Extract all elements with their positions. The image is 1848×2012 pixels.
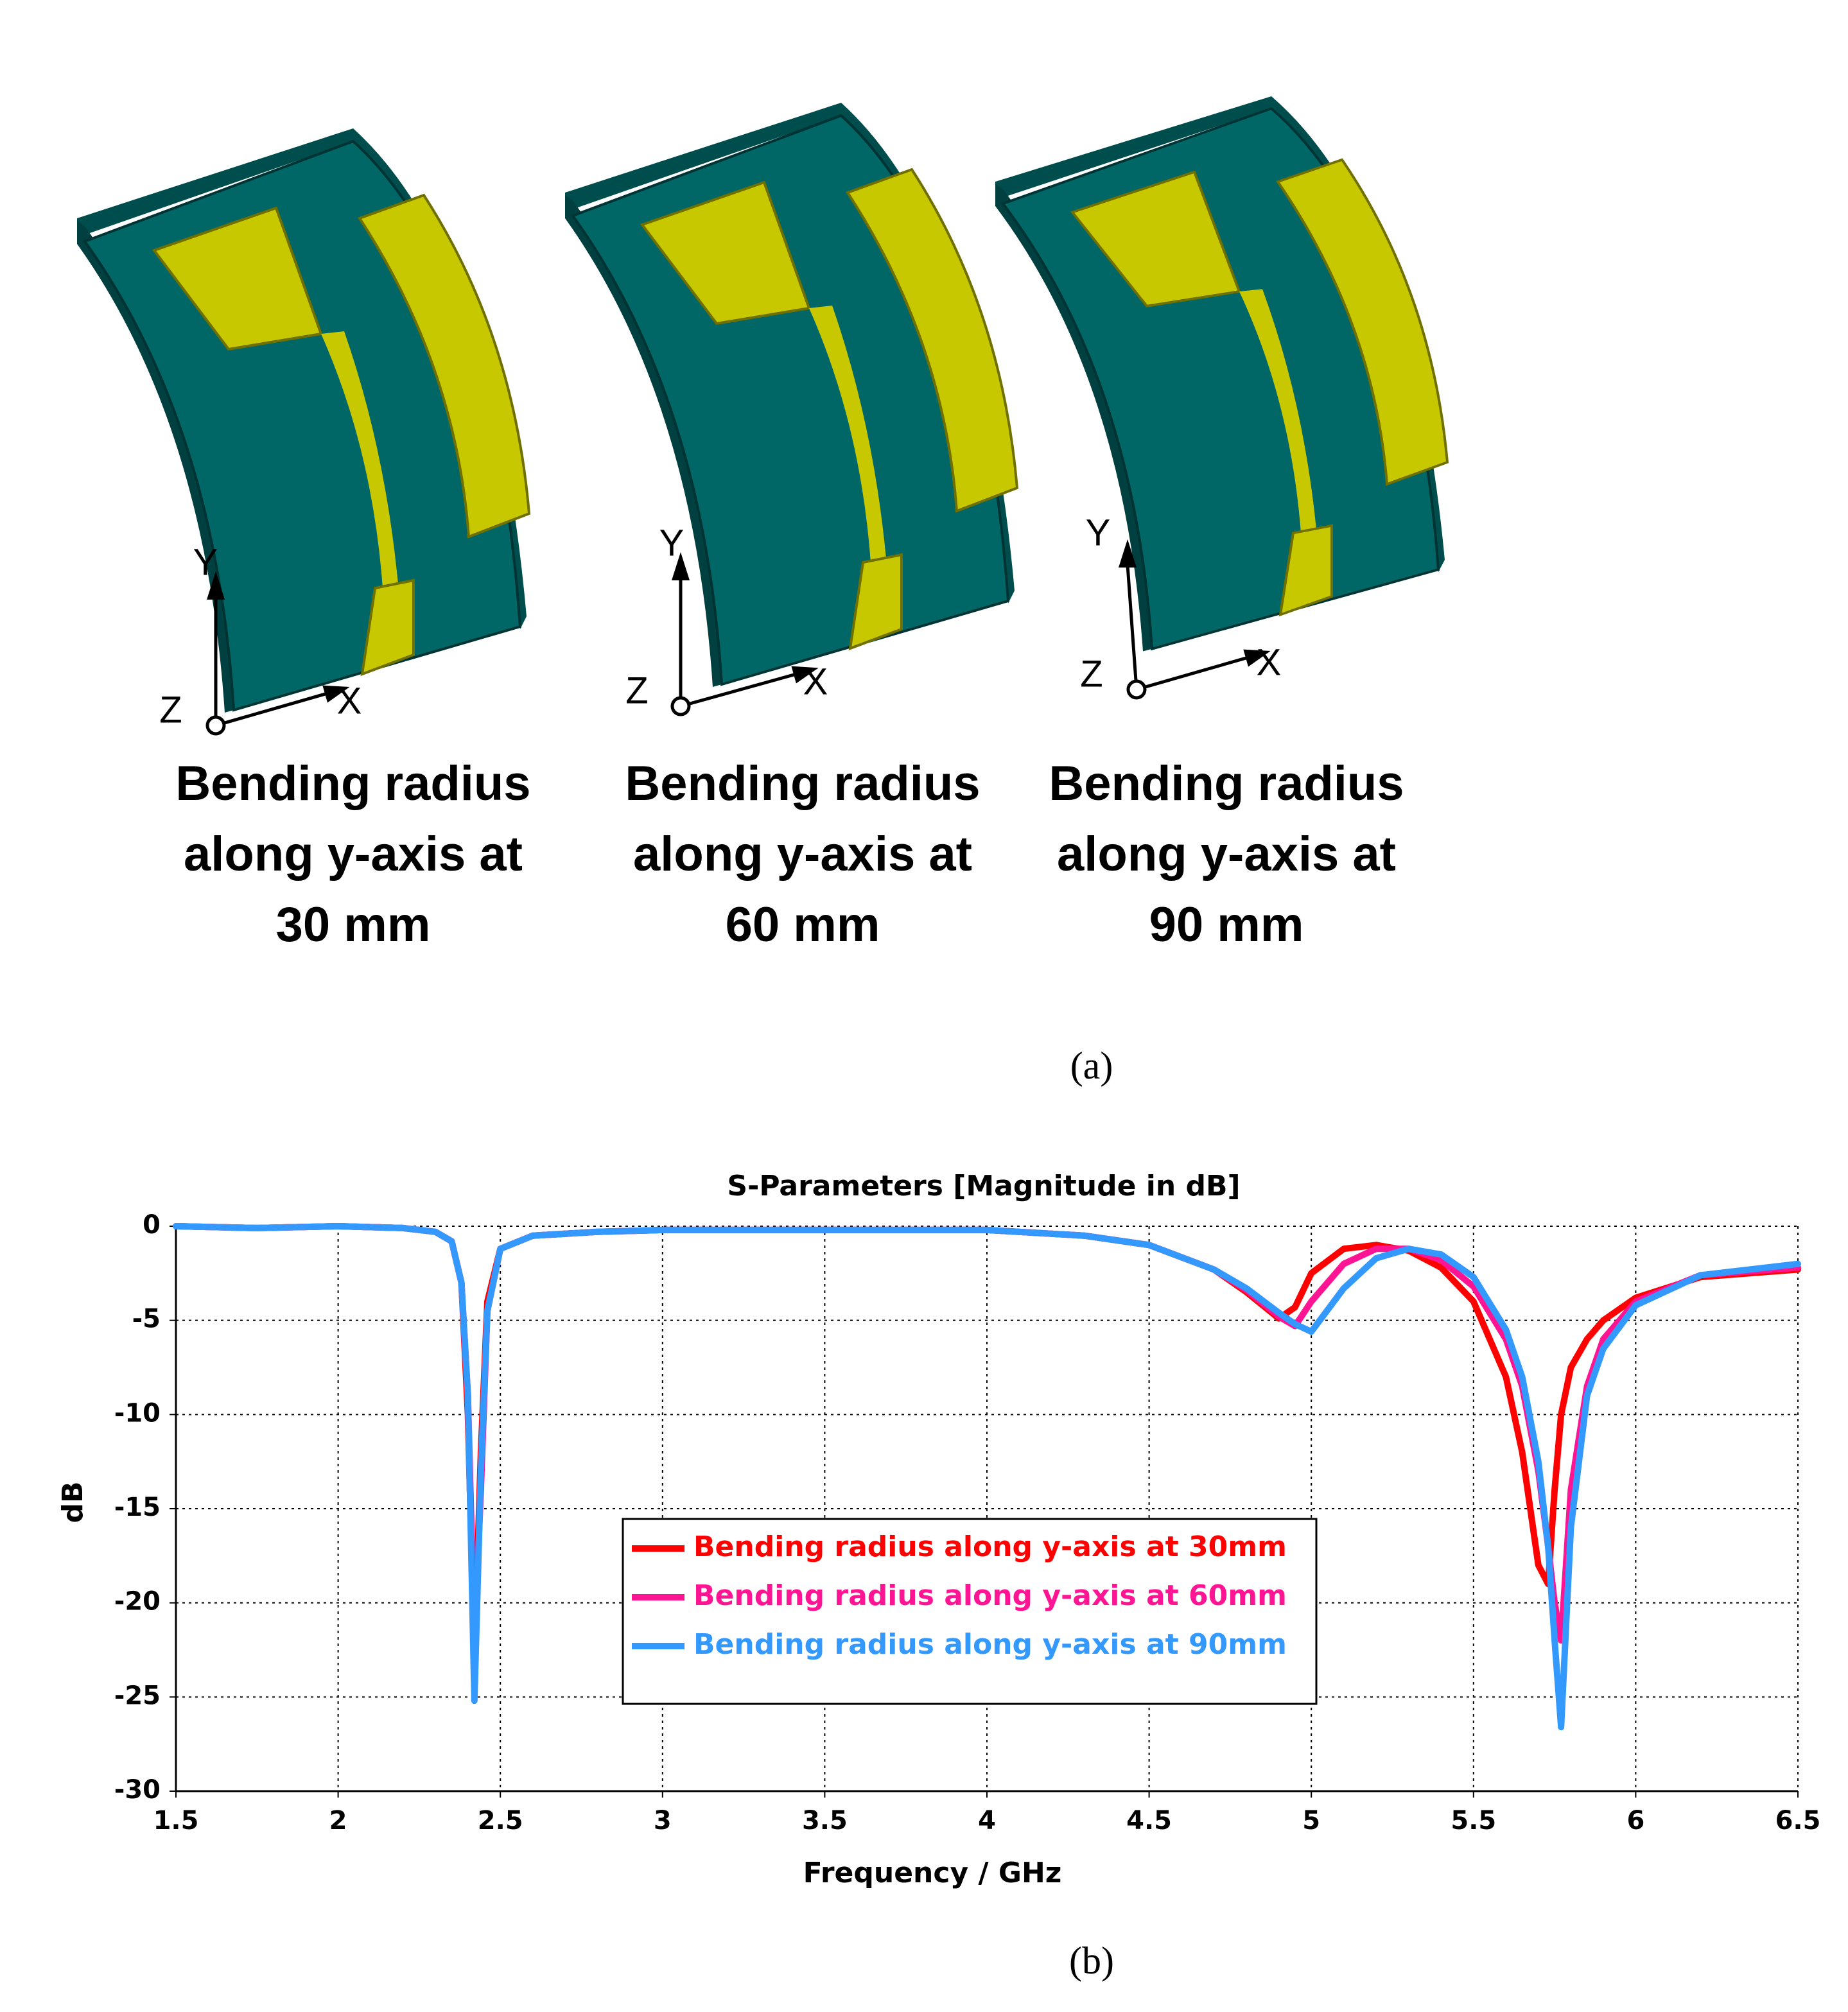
x-tick-label: 2	[329, 1806, 347, 1835]
panel-caption-line: 30 mm	[276, 898, 431, 952]
x-tick-label: 3	[654, 1806, 672, 1835]
x-arrow-head	[322, 685, 350, 703]
z-origin	[670, 696, 691, 716]
legend-label: Bending radius along y-axis at 60mm	[693, 1579, 1287, 1612]
antenna-90mm	[994, 95, 1449, 653]
axis-y-label: Y	[1086, 512, 1111, 553]
y-tick-label: -30	[114, 1775, 161, 1805]
x-tick-label: 4	[978, 1806, 996, 1835]
x-arrow	[215, 691, 328, 727]
y-tick-label: -20	[114, 1587, 161, 1617]
y-axis-label: dB	[57, 1481, 89, 1523]
x-tick-label: 1.5	[153, 1806, 199, 1835]
x-arrow	[1136, 655, 1249, 691]
x-tick-label: 5	[1302, 1806, 1320, 1835]
chart-title: S-Parameters [Magnitude in dB]	[727, 1170, 1240, 1202]
antenna-30mm	[76, 127, 530, 714]
y-arrow-head	[1119, 539, 1137, 568]
x-arrow-head	[791, 666, 819, 684]
x-arrow	[680, 672, 797, 708]
legend-label: Bending radius along y-axis at 30mm	[693, 1531, 1287, 1563]
series-line	[173, 1223, 1801, 1731]
panel-caption-line: Bending radius	[175, 756, 530, 811]
axis-triads: Y Z X Y Z X Y Z X	[159, 512, 1282, 736]
caption-b: (b)	[1069, 1939, 1114, 1982]
panel-caption-line: along y-axis at	[1057, 827, 1396, 881]
axis-y-label: Y	[659, 522, 684, 564]
y-tick-label: -10	[114, 1398, 161, 1428]
axis-x-label: X	[803, 661, 828, 702]
z-origin	[1126, 679, 1147, 700]
panel-caption-line: along y-axis at	[633, 827, 972, 881]
panel-caption-line: Bending radius	[1049, 756, 1404, 811]
y-tick-label: -5	[132, 1305, 161, 1334]
antenna-60mm	[564, 101, 1018, 688]
chart: S-Parameters [Magnitude in dB] Frequency…	[57, 1170, 1820, 1889]
y-arrow-head	[207, 571, 225, 600]
renders	[76, 95, 1449, 714]
legend-box	[622, 1518, 1318, 1705]
z-origin	[205, 715, 226, 736]
x-tick-label: 5.5	[1451, 1806, 1496, 1835]
y-arrow-head	[672, 552, 690, 580]
x-axis-label: Frequency / GHz	[803, 1857, 1062, 1889]
axis-z-label: Z	[1080, 653, 1103, 695]
axis-y-label: Y	[193, 541, 218, 583]
y-tick-label: -25	[114, 1681, 161, 1710]
axis-x-label: X	[1257, 641, 1282, 683]
panel-caption-line: along y-axis at	[184, 827, 523, 881]
legend: Bending radius along y-axis at 30mm Bendi…	[622, 1518, 1318, 1705]
x-tick-label: 6	[1626, 1806, 1644, 1835]
y-arrow	[1126, 564, 1138, 690]
x-tick-label: 2.5	[478, 1806, 523, 1835]
panel-caption-line: 60 mm	[726, 898, 880, 952]
axis-x-label: X	[337, 680, 362, 722]
y-tick-label: -15	[114, 1493, 161, 1522]
axis-z-label: Z	[625, 670, 648, 711]
x-arrow-head	[1243, 649, 1271, 667]
legend-label: Bending radius along y-axis at 90mm	[693, 1628, 1287, 1661]
panel-caption-line: 90 mm	[1149, 898, 1304, 952]
x-tick-label: 6.5	[1775, 1806, 1821, 1835]
x-tick-label: 4.5	[1126, 1806, 1172, 1835]
axis-z-label: Z	[159, 689, 182, 731]
y-tick-label: 0	[143, 1210, 161, 1240]
x-tick-label: 3.5	[802, 1806, 848, 1835]
panel-caption-line: Bending radius	[625, 756, 980, 811]
caption-a: (a)	[1070, 1045, 1113, 1087]
